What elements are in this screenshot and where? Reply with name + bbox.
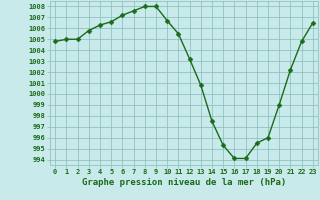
X-axis label: Graphe pression niveau de la mer (hPa): Graphe pression niveau de la mer (hPa) bbox=[82, 178, 286, 187]
